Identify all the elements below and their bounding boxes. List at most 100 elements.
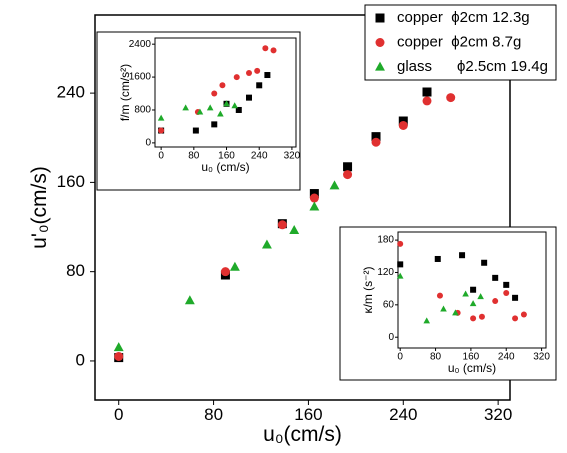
legend-marker	[375, 13, 385, 23]
triangle-marker	[329, 180, 340, 190]
circle-marker	[422, 96, 432, 106]
x-tick-label: 80	[204, 405, 223, 424]
legend-label: glass ϕ2.5cm 19.4g	[397, 58, 548, 75]
circle-marker	[270, 47, 277, 54]
triangle-marker	[261, 239, 272, 249]
triangle-marker	[182, 104, 189, 111]
square-marker	[503, 281, 510, 288]
x-tick-label: 160	[218, 151, 235, 162]
x-tick-label: 320	[533, 352, 550, 363]
square-marker	[512, 294, 519, 301]
square-marker	[192, 127, 199, 134]
triangle-marker	[462, 290, 469, 297]
circle-marker	[371, 137, 381, 147]
square-marker	[343, 162, 353, 172]
triangle-marker	[196, 108, 204, 115]
circle-marker	[398, 120, 408, 130]
circle-marker	[277, 220, 287, 230]
triangle-marker	[289, 224, 300, 234]
circle-marker	[211, 90, 218, 97]
y-tick-label: 800	[134, 105, 151, 116]
legend-label: copper ϕ2cm 12.3g	[397, 9, 530, 26]
y-tick-label: 240	[57, 83, 85, 102]
triangle-marker	[113, 342, 124, 352]
legend-marker	[375, 61, 385, 71]
y-tick-label: 1600	[129, 72, 152, 83]
y-tick-label: 0	[145, 138, 151, 149]
triangle-marker	[440, 305, 447, 312]
circle-marker	[233, 74, 240, 81]
triangle-marker	[452, 309, 459, 316]
circle-marker	[220, 267, 230, 277]
x-tick-label: 160	[463, 352, 480, 363]
triangle-marker	[217, 110, 224, 117]
x-tick-label: 0	[114, 405, 123, 424]
circle-marker	[309, 193, 319, 203]
x-tick-label: 160	[294, 405, 322, 424]
x-tick-label: 0	[158, 151, 164, 162]
x-axis-label: u₀(cm/s)	[263, 423, 342, 446]
triangle-marker	[309, 201, 320, 211]
y-tick-label: 0	[388, 332, 394, 343]
circle-marker	[114, 351, 124, 361]
inset-frame	[339, 226, 557, 381]
circle-marker	[254, 67, 261, 74]
legend-box	[364, 4, 557, 81]
square-marker	[235, 106, 242, 113]
y-axis-label: f/m (cm/s²)	[118, 64, 132, 121]
circle-marker	[397, 240, 404, 247]
triangle-marker	[423, 317, 431, 324]
legend-marker	[375, 38, 385, 47]
square-marker	[264, 72, 271, 79]
plot-frame	[397, 231, 547, 349]
triangle-marker	[469, 300, 477, 307]
circle-marker	[503, 289, 510, 296]
triangle-marker	[477, 293, 484, 300]
x-axis-label: u₀ (cm/s)	[201, 160, 249, 174]
triangle-marker	[206, 104, 214, 111]
y-tick-label: 120	[377, 267, 394, 278]
square-marker	[246, 94, 252, 101]
circle-marker	[470, 315, 477, 322]
x-tick-label: 0	[397, 352, 403, 363]
x-tick-label: 320	[284, 151, 301, 162]
x-tick-label: 80	[430, 352, 442, 363]
x-axis-label: u₀ (cm/s)	[448, 361, 496, 375]
circle-marker	[478, 313, 485, 320]
y-tick-label: 180	[377, 235, 394, 246]
triangle-marker	[229, 261, 240, 271]
square-marker	[459, 252, 466, 259]
y-axis-label: u'₀(cm/s)	[28, 166, 51, 249]
x-tick-label: 240	[498, 352, 515, 363]
y-tick-label: 0	[76, 350, 85, 369]
square-marker	[211, 121, 218, 128]
triangle-marker	[231, 102, 238, 109]
square-marker	[481, 259, 488, 266]
circle-marker	[492, 298, 499, 305]
circle-marker	[512, 315, 519, 322]
triangle-marker	[396, 272, 404, 279]
plot-frame	[154, 37, 297, 148]
circle-marker	[246, 69, 252, 76]
square-marker	[371, 132, 381, 142]
y-axis-label: κ/m (s⁻²)	[361, 267, 375, 314]
x-tick-label: 240	[251, 151, 268, 162]
square-marker	[492, 274, 499, 281]
x-tick-label: 240	[389, 405, 417, 424]
circle-marker	[219, 82, 226, 89]
triangle-marker	[184, 295, 195, 305]
x-tick-label: 80	[188, 151, 200, 162]
circle-marker	[520, 311, 527, 318]
y-tick-label: 2400	[129, 39, 152, 50]
circle-marker	[343, 170, 353, 180]
y-tick-label: 80	[66, 261, 85, 280]
circle-marker	[262, 45, 269, 52]
square-marker	[470, 286, 477, 293]
triangle-marker	[157, 114, 165, 121]
plot-frame	[94, 14, 511, 401]
x-tick-label: 320	[484, 405, 512, 424]
y-tick-label: 60	[383, 299, 395, 310]
square-marker	[256, 82, 263, 89]
square-marker	[397, 261, 404, 268]
legend-label: copper ϕ2cm 8.7g	[397, 33, 521, 50]
